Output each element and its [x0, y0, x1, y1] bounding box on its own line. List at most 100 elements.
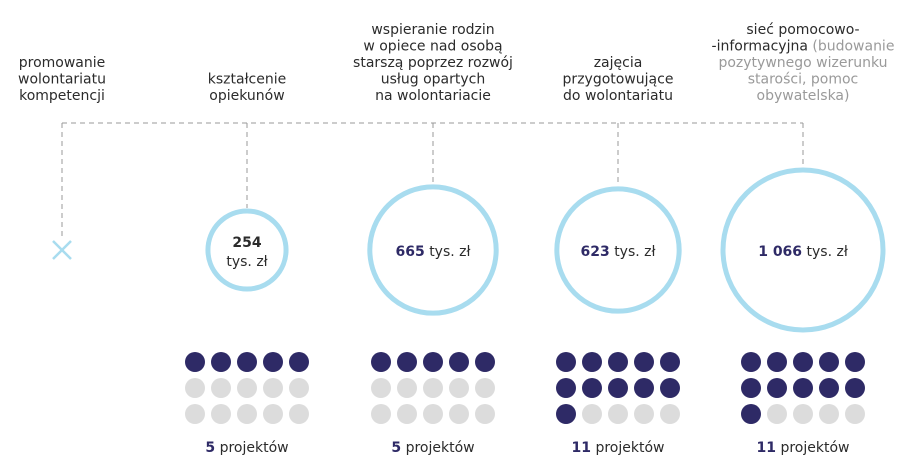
- label-line: starszą poprzez rozwój: [353, 55, 513, 71]
- project-dot: [556, 378, 576, 398]
- empty-dot: [660, 404, 680, 424]
- empty-dot: [397, 378, 417, 398]
- projects-count: 11: [572, 440, 591, 456]
- empty-dot: [397, 404, 417, 424]
- project-dot: [845, 352, 865, 372]
- project-dot: [819, 378, 839, 398]
- label-note: obywatelska): [757, 88, 850, 104]
- empty-dot: [289, 404, 309, 424]
- bubble: [367, 184, 499, 316]
- amount-unit: tys. zł: [429, 244, 470, 260]
- project-dot: [371, 352, 391, 372]
- label-note: pozytywnego wizerunku: [718, 55, 887, 71]
- project-dot: [793, 378, 813, 398]
- label-line: promowanie: [19, 55, 106, 71]
- project-dot: [449, 352, 469, 372]
- empty-dot: [449, 378, 469, 398]
- amount: 665 tys. zł: [396, 244, 471, 260]
- empty-dot: [263, 378, 283, 398]
- amount-value: 665: [396, 244, 425, 260]
- empty-dot: [371, 378, 391, 398]
- project-dot: [767, 378, 787, 398]
- project-dot: [793, 352, 813, 372]
- empty-dot: [475, 404, 495, 424]
- projects-count: 5: [205, 440, 215, 456]
- projects-count: 11: [757, 440, 776, 456]
- category-label: wspieranie rodzin w opiece nad osobą stars…: [353, 22, 513, 104]
- projects-unit: projektów: [780, 440, 849, 456]
- amount: 1 066 tys. zł: [758, 244, 848, 260]
- project-dot: [211, 352, 231, 372]
- label-line: kompetencji: [19, 88, 105, 104]
- empty-dot: [371, 404, 391, 424]
- project-dot: [423, 352, 443, 372]
- amount: 623 tys. zł: [581, 244, 656, 260]
- amount-unit: tys. zł: [807, 244, 848, 260]
- label-line: wolontariatu: [18, 72, 106, 88]
- empty-dot: [423, 404, 443, 424]
- label-line: na wolontariacie: [375, 88, 491, 104]
- label-line: do wolontariatu: [563, 88, 673, 104]
- label-note: (budowanie: [812, 39, 894, 55]
- bubble: [554, 186, 682, 314]
- bubble: [205, 208, 289, 292]
- projects-label: 5 projektów: [205, 440, 288, 456]
- project-dot: [634, 378, 654, 398]
- category-label: promowanie wolontariatu kompetencji: [18, 55, 106, 104]
- empty-dot: [793, 404, 813, 424]
- empty-dot: [237, 378, 257, 398]
- amount-value: 623: [581, 244, 610, 260]
- empty-dot: [608, 404, 628, 424]
- projects-count: 5: [391, 440, 401, 456]
- label-line: przygotowujące: [563, 72, 674, 88]
- empty-dot: [237, 404, 257, 424]
- label-line: -informacyjna: [712, 39, 813, 55]
- amount-unit: tys. zł: [226, 254, 267, 270]
- empty-dot: [767, 404, 787, 424]
- label-line: usług opartych: [381, 72, 486, 88]
- project-dot: [185, 352, 205, 372]
- project-dot: [237, 352, 257, 372]
- project-dot: [741, 404, 761, 424]
- project-dot: [289, 352, 309, 372]
- projects-unit: projektów: [406, 440, 475, 456]
- project-dot: [845, 378, 865, 398]
- projects-unit: projektów: [220, 440, 289, 456]
- empty-dot: [211, 378, 231, 398]
- label-line: opiekunów: [209, 88, 284, 104]
- project-dot: [582, 352, 602, 372]
- label-line: sieć pomocowo-: [746, 22, 859, 38]
- project-dot: [741, 378, 761, 398]
- project-dot: [608, 378, 628, 398]
- empty-dot: [185, 378, 205, 398]
- category-label: sieć pomocowo--informacyjna (budowanie po…: [712, 22, 895, 104]
- project-dot: [634, 352, 654, 372]
- project-dot: [660, 378, 680, 398]
- amount: 254: [232, 235, 261, 251]
- label-line: zajęcia: [594, 55, 643, 71]
- label-line: wspieranie rodzin: [371, 22, 494, 38]
- project-dot: [397, 352, 417, 372]
- amount-value: 1 066: [758, 244, 802, 260]
- empty-dot: [423, 378, 443, 398]
- empty-dot: [263, 404, 283, 424]
- project-dot: [556, 404, 576, 424]
- project-dot: [767, 352, 787, 372]
- empty-dot: [449, 404, 469, 424]
- projects-label: 5 projektów: [391, 440, 474, 456]
- empty-dot: [475, 378, 495, 398]
- project-dot: [263, 352, 283, 372]
- empty-dot: [185, 404, 205, 424]
- no-data-cross: [52, 240, 72, 260]
- label-line: kształcenie: [208, 72, 286, 88]
- category-label: kształcenie opiekunów: [208, 72, 286, 105]
- project-dot: [819, 352, 839, 372]
- project-dot: [608, 352, 628, 372]
- project-dot: [660, 352, 680, 372]
- category-label: zajęcia przygotowujące do wolontariatu: [563, 55, 674, 104]
- project-dot: [556, 352, 576, 372]
- amount-unit: tys. zł: [614, 244, 655, 260]
- project-dot: [582, 378, 602, 398]
- empty-dot: [582, 404, 602, 424]
